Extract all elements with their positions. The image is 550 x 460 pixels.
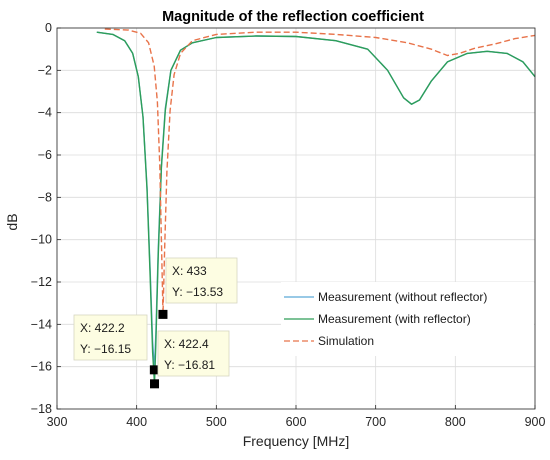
series-line-1 [96, 31, 536, 385]
series-lines [96, 28, 536, 385]
datatip-x-label: X: 433 [172, 264, 207, 278]
datatip-box [165, 257, 238, 304]
datatip-marker [150, 379, 160, 389]
legend: Measurement (without reflector) Measurem… [281, 282, 534, 356]
y-tick-label: 0 [45, 21, 52, 35]
y-tick-label: −14 [31, 317, 52, 331]
y-tick-label: −10 [31, 233, 52, 247]
datatip-x-label: X: 422.4 [164, 337, 209, 351]
y-tick-label: −2 [38, 63, 52, 77]
x-tick-label: 500 [206, 415, 227, 429]
datatip-box [73, 314, 148, 361]
y-tick-label: −16 [31, 360, 52, 374]
datatip-box [157, 330, 230, 377]
y-tick-label: −8 [38, 190, 52, 204]
x-tick-label: 700 [365, 415, 386, 429]
datatip-markers [149, 309, 168, 389]
x-tick-label: 800 [445, 415, 466, 429]
legend-label-with-reflector: Measurement (with reflector) [318, 312, 471, 326]
axis-ticks: 300 400 500 600 700 800 900 0 −2 −4 −6 −8 −10 −12 −14 −… [31, 21, 546, 429]
datatip-marker [158, 309, 168, 319]
x-tick-label: 600 [286, 415, 307, 429]
datatip-marker [149, 365, 159, 375]
legend-label-without-reflector: Measurement (without reflector) [318, 290, 487, 304]
series-line-2 [104, 28, 536, 316]
datatip-y-label: Y: −16.81 [164, 358, 215, 372]
y-tick-label: −12 [31, 275, 52, 289]
x-tick-label: 900 [525, 415, 546, 429]
legend-label-simulation: Simulation [318, 334, 374, 348]
datatip-y-label: Y: −16.15 [80, 342, 131, 356]
chart-title: Magnitude of the reflection coefficient [162, 9, 424, 25]
y-tick-label: −18 [31, 402, 52, 416]
y-tick-label: −6 [38, 148, 52, 162]
y-tick-label: −4 [38, 106, 52, 120]
datatip-x-label: X: 422.2 [80, 321, 125, 335]
x-tick-label: 400 [126, 415, 147, 429]
datatip-y-label: Y: −13.53 [172, 285, 223, 299]
datatip-422-2: X: 422.2 Y: −16.15 [73, 314, 148, 361]
x-tick-label: 300 [47, 415, 68, 429]
datatip-433: X: 433 Y: −13.53 [165, 257, 238, 304]
y-axis-label: dB [4, 213, 20, 230]
x-axis-label: Frequency [MHz] [243, 433, 350, 449]
legend-box [281, 282, 534, 356]
datatip-422-4: X: 422.4 Y: −16.81 [157, 330, 230, 377]
